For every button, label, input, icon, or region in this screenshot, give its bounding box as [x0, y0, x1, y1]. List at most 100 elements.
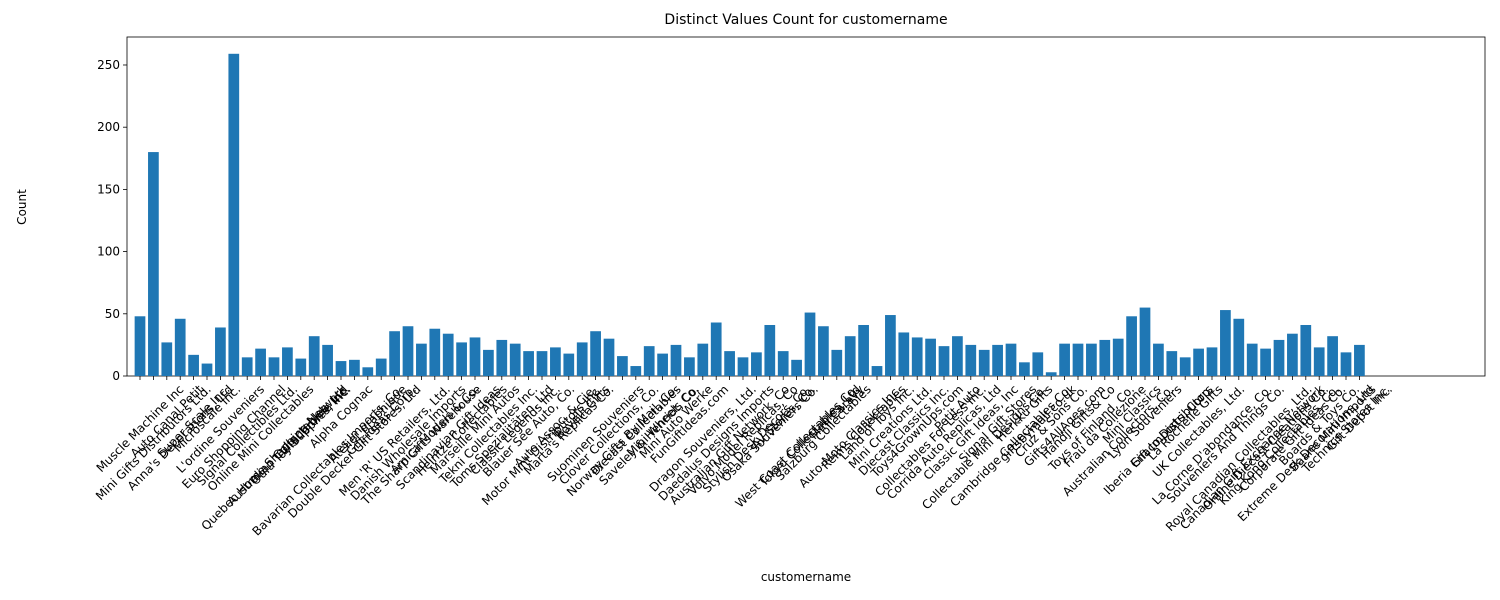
bar	[1246, 343, 1258, 376]
x-axis-label: customername	[761, 570, 851, 584]
bar	[509, 343, 521, 376]
bar	[764, 324, 776, 376]
bar	[1273, 339, 1285, 376]
bar	[215, 327, 226, 376]
bar	[1300, 324, 1312, 376]
bar	[1327, 336, 1338, 376]
bar	[402, 326, 414, 376]
bar	[1166, 351, 1178, 376]
bar	[1287, 333, 1298, 376]
bar	[375, 358, 387, 376]
bar	[603, 338, 615, 376]
bar	[1112, 338, 1124, 376]
bar	[442, 333, 454, 376]
bar	[456, 342, 467, 376]
bar	[590, 331, 601, 376]
bar	[657, 353, 668, 376]
bar	[241, 357, 253, 376]
bar	[938, 346, 950, 376]
bar	[1032, 352, 1044, 376]
bar	[1072, 343, 1084, 376]
y-tick-label: 50	[105, 307, 120, 321]
bar	[1139, 307, 1151, 376]
bar	[255, 348, 266, 376]
bar	[429, 328, 441, 376]
bar	[724, 351, 735, 376]
bar	[349, 359, 360, 376]
bar	[188, 354, 199, 376]
bar	[268, 357, 280, 376]
bar	[965, 344, 977, 376]
bar	[1313, 347, 1325, 376]
bar	[1045, 372, 1057, 376]
bar	[536, 351, 548, 376]
bar	[1099, 339, 1111, 376]
bar	[1260, 348, 1271, 376]
bar	[496, 339, 508, 376]
bar	[1340, 352, 1352, 376]
bar	[737, 357, 749, 376]
bar	[804, 312, 816, 376]
bar	[295, 358, 307, 376]
y-tick-label: 100	[97, 245, 120, 259]
bar	[684, 357, 695, 376]
bar	[1179, 357, 1191, 376]
bar	[630, 366, 642, 376]
bar	[992, 344, 1003, 376]
bar	[844, 336, 856, 376]
bar	[818, 326, 829, 376]
bar	[1019, 362, 1030, 376]
bar	[201, 363, 213, 376]
bar	[791, 359, 802, 376]
bar	[1206, 347, 1218, 376]
y-tick-label: 200	[97, 120, 120, 134]
bar	[751, 352, 762, 376]
bar	[389, 331, 400, 376]
bar	[416, 343, 427, 376]
bar	[576, 342, 588, 376]
bar	[952, 336, 963, 376]
bar	[925, 338, 936, 376]
bar	[161, 342, 173, 376]
bar	[871, 366, 883, 376]
bar	[643, 346, 655, 376]
y-tick-label: 150	[97, 182, 120, 196]
bar	[523, 351, 534, 376]
y-tick-label: 250	[97, 58, 120, 72]
bar	[228, 53, 240, 376]
bar	[1233, 318, 1245, 376]
bar	[322, 344, 333, 376]
bar	[282, 347, 293, 376]
bar	[617, 356, 628, 376]
bar	[148, 152, 159, 376]
y-axis-label: Count	[15, 189, 29, 225]
chart-title: Distinct Values Count for customername	[664, 12, 947, 28]
bar	[483, 349, 494, 376]
bar	[858, 324, 869, 376]
bar	[670, 344, 682, 376]
bar	[174, 318, 186, 376]
bar	[777, 351, 789, 376]
y-tick-label: 0	[112, 369, 120, 383]
bar	[550, 347, 561, 376]
bar	[563, 353, 575, 376]
bar	[697, 343, 709, 376]
bar	[898, 332, 910, 376]
bar	[362, 367, 374, 376]
bar	[1005, 343, 1017, 376]
bar	[1059, 343, 1070, 376]
bar	[134, 316, 146, 376]
bar	[1220, 310, 1231, 376]
bar	[1193, 348, 1204, 376]
bar	[831, 349, 843, 376]
bar	[911, 337, 923, 376]
bar	[1086, 343, 1097, 376]
bar	[308, 336, 320, 376]
bar	[1126, 316, 1137, 376]
bar	[1354, 344, 1365, 376]
bar	[710, 322, 722, 376]
bar	[978, 349, 990, 376]
bar	[335, 361, 347, 376]
bar	[469, 337, 481, 376]
